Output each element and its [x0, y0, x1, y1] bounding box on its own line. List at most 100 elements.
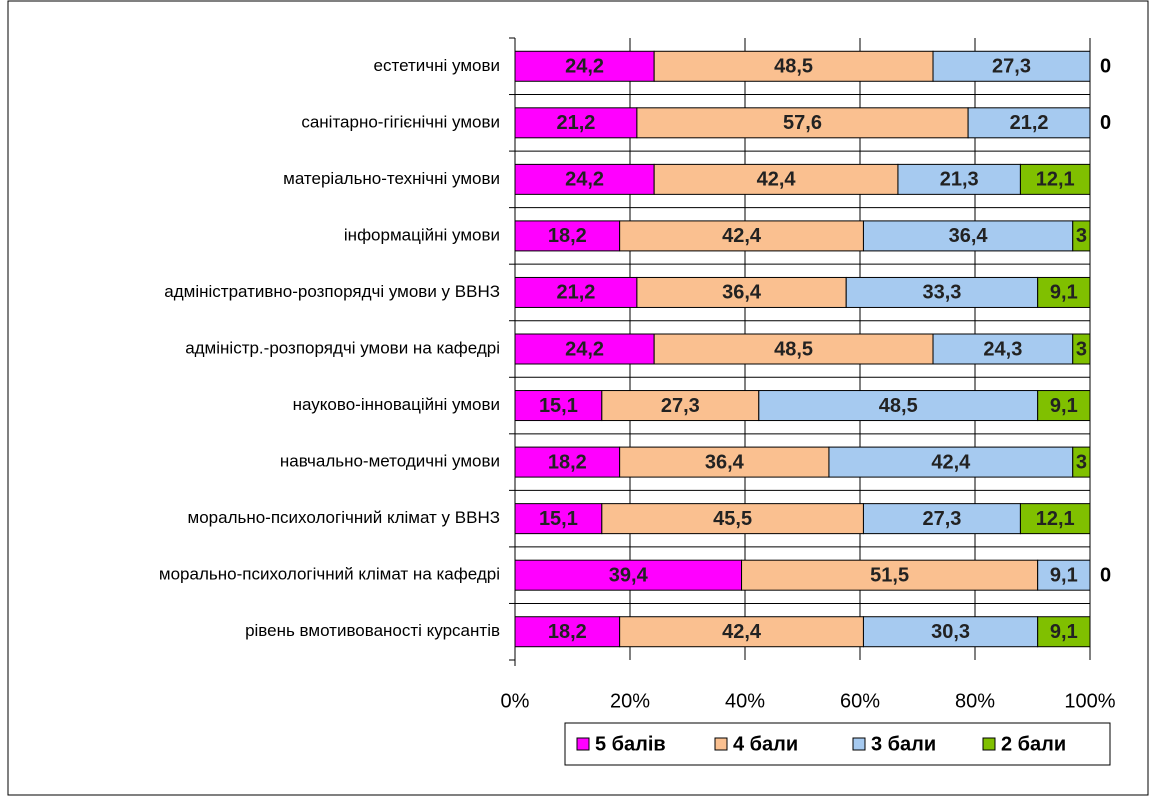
- data-label: 9,1: [1050, 395, 1078, 417]
- data-label: 3: [1076, 225, 1087, 247]
- legend-label: 5 балів: [595, 733, 666, 755]
- bar-segment: [601, 390, 760, 422]
- bar-segment: [636, 276, 847, 308]
- x-tick-label: 60%: [840, 690, 880, 712]
- data-label: 42,4: [722, 225, 762, 247]
- legend-label: 3 бали: [871, 733, 936, 755]
- bar-segment: [514, 333, 655, 365]
- x-tick-label: 80%: [955, 690, 995, 712]
- bar-segment: [514, 107, 638, 139]
- data-label: 0: [1100, 112, 1111, 134]
- bar-segment: [932, 333, 1074, 365]
- data-label: 24,3: [983, 338, 1022, 360]
- bar-segment: [514, 220, 621, 252]
- x-tick-label: 20%: [610, 690, 650, 712]
- y-tick-label: матеріально-технічні умови: [283, 169, 500, 188]
- bar-segment: [619, 616, 864, 648]
- bar-segment: [845, 276, 1039, 308]
- data-label: 21,2: [556, 112, 595, 134]
- data-label: 30,3: [931, 621, 970, 643]
- bar-segment: [636, 107, 969, 139]
- bar-segment: [862, 503, 1021, 535]
- data-label: 27,3: [922, 508, 961, 530]
- data-label: 48,5: [774, 338, 813, 360]
- data-label: 21,2: [556, 282, 595, 304]
- legend-swatch: [576, 737, 590, 751]
- bar-segment: [653, 333, 934, 365]
- bar-segment: [653, 50, 934, 82]
- data-label: 42,4: [757, 169, 797, 191]
- data-label: 15,1: [539, 395, 578, 417]
- bar-segment: [1037, 616, 1091, 648]
- data-label: 48,5: [774, 56, 813, 78]
- bar-segment: [1072, 333, 1091, 365]
- bar-segment: [514, 50, 655, 82]
- legend-label: 2 бали: [1001, 733, 1066, 755]
- bar-segment: [1037, 559, 1091, 591]
- y-tick-label: адміністр.-розпорядчі умови на кафедрі: [185, 338, 500, 357]
- y-tick-label: науково-інноваційні умови: [293, 395, 500, 414]
- y-tick-label: морально-психологічний клімат у ВВНЗ: [188, 508, 500, 527]
- legend-swatch: [852, 737, 866, 751]
- bar-segment: [1037, 276, 1091, 308]
- data-label: 27,3: [661, 395, 700, 417]
- y-tick-label: морально-психологічний клімат на кафедрі: [159, 565, 500, 584]
- bar-segment: [1019, 503, 1091, 535]
- bar-segment: [514, 163, 655, 195]
- legend-swatch: [714, 737, 728, 751]
- data-label: 0: [1100, 564, 1111, 586]
- bar-segment: [514, 559, 743, 591]
- data-label: 3: [1076, 451, 1087, 473]
- y-tick-label: санітарно-гігієнічні умови: [301, 112, 500, 131]
- bar-segment: [619, 446, 830, 478]
- data-label: 15,1: [539, 508, 578, 530]
- bar-segment: [1072, 220, 1091, 252]
- legend-swatch: [982, 737, 996, 751]
- bar-segment: [514, 616, 621, 648]
- data-label: 21,3: [940, 169, 979, 191]
- data-label: 36,4: [722, 282, 762, 304]
- bar-segment: [967, 107, 1091, 139]
- data-label: 3: [1076, 338, 1087, 360]
- x-tick-label: 40%: [725, 690, 765, 712]
- data-label: 48,5: [879, 395, 918, 417]
- data-label: 42,4: [931, 451, 971, 473]
- data-label: 9,1: [1050, 282, 1078, 304]
- data-label: 9,1: [1050, 564, 1078, 586]
- data-label: 0: [1100, 56, 1111, 78]
- y-tick-label: інформаційні умови: [344, 225, 500, 244]
- data-label: 33,3: [922, 282, 961, 304]
- data-label: 12,1: [1036, 508, 1075, 530]
- data-label: 9,1: [1050, 621, 1078, 643]
- x-tick-label: 100%: [1064, 690, 1115, 712]
- bar-segment: [1037, 390, 1091, 422]
- bar-segment: [514, 446, 621, 478]
- y-tick-label: естетичні умови: [374, 56, 500, 75]
- legend-label: 4 бали: [733, 733, 798, 755]
- data-label: 27,3: [992, 56, 1031, 78]
- data-label: 12,1: [1036, 169, 1075, 191]
- y-tick-label: рівень вмотивованості курсантів: [245, 621, 500, 640]
- bar-segment: [1072, 446, 1091, 478]
- data-label: 36,4: [705, 451, 745, 473]
- data-label: 51,5: [870, 564, 909, 586]
- data-label: 39,4: [609, 564, 649, 586]
- bar-segment: [601, 503, 864, 535]
- data-label: 57,6: [783, 112, 822, 134]
- data-label: 24,2: [565, 169, 604, 191]
- bar-segment: [758, 390, 1039, 422]
- data-label: 42,4: [722, 621, 762, 643]
- bar-segment: [932, 50, 1091, 82]
- bar-segment: [514, 503, 603, 535]
- data-label: 24,2: [565, 338, 604, 360]
- data-label: 18,2: [548, 621, 587, 643]
- data-label: 18,2: [548, 451, 587, 473]
- y-tick-label: навчально-методичні умови: [280, 452, 500, 471]
- bar-segment: [1019, 163, 1091, 195]
- y-tick-label: адміністративно-розпорядчі умови у ВВНЗ: [164, 282, 500, 301]
- bar-segment: [514, 276, 638, 308]
- data-label: 36,4: [949, 225, 989, 247]
- x-tick-label: 0%: [501, 690, 530, 712]
- data-label: 18,2: [548, 225, 587, 247]
